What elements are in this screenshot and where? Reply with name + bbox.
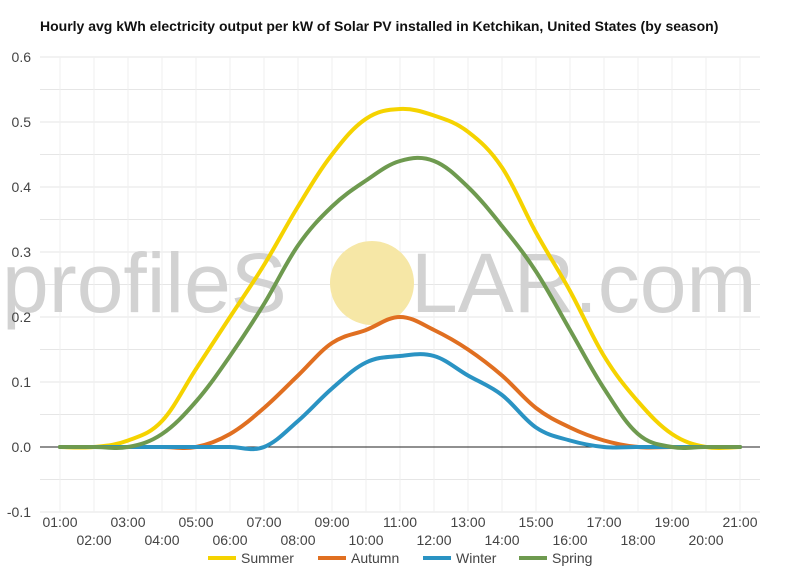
y-tick-label: 0.2	[12, 309, 32, 325]
x-tick-label: 19:00	[654, 514, 689, 530]
x-tick-label: 07:00	[246, 514, 281, 530]
y-tick-label: 0.5	[12, 114, 32, 130]
y-tick-label: 0.4	[12, 179, 32, 195]
legend-label: Winter	[456, 550, 497, 566]
x-tick-label: 01:00	[42, 514, 77, 530]
series-lines	[58, 106, 742, 452]
x-tick-label: 03:00	[110, 514, 145, 530]
x-tick-label: 05:00	[178, 514, 213, 530]
y-tick-label: 0.1	[12, 374, 32, 390]
legend-label: Summer	[241, 550, 294, 566]
y-tick-label: 0.0	[12, 439, 32, 455]
x-tick-label: 14:00	[484, 532, 519, 548]
y-tick-label: 0.3	[12, 244, 32, 260]
x-tick-label: 02:00	[76, 532, 111, 548]
y-tick-label: 0.6	[12, 49, 32, 65]
sun-icon	[330, 241, 414, 325]
x-tick-label: 08:00	[280, 532, 315, 548]
legend-label: Autumn	[351, 550, 399, 566]
x-tick-label: 09:00	[314, 514, 349, 530]
x-axis-tick-labels: 01:00 02:00 03:00 04:00 05:00 06:00 07:00 08:00…	[42, 514, 757, 548]
watermark-text-left: profileS	[2, 236, 287, 330]
x-tick-label: 10:00	[348, 532, 383, 548]
y-axis-tick-labels: -0.1 0.0 0.1 0.2 0.3 0.4 0.5 0.6	[7, 49, 31, 520]
series-line-winter	[58, 352, 742, 452]
x-tick-label: 21:00	[722, 514, 757, 530]
legend-item-summer: Summer	[208, 550, 294, 566]
legend: Summer Autumn Winter Spring	[208, 550, 592, 566]
series-line-spring	[58, 155, 742, 451]
legend-item-winter: Winter	[423, 550, 497, 566]
x-tick-label: 06:00	[212, 532, 247, 548]
series-line-summer	[58, 106, 742, 451]
chart-title: Hourly avg kWh electricity output per kW…	[40, 18, 719, 34]
x-tick-label: 11:00	[383, 514, 417, 530]
x-tick-label: 16:00	[552, 532, 587, 548]
x-tick-label: 20:00	[688, 532, 723, 548]
x-tick-label: 15:00	[518, 514, 553, 530]
legend-item-autumn: Autumn	[318, 550, 399, 566]
x-tick-label: 13:00	[450, 514, 485, 530]
x-tick-label: 18:00	[620, 532, 655, 548]
x-tick-label: 12:00	[416, 532, 451, 548]
x-tick-label: 04:00	[144, 532, 179, 548]
y-tick-label: -0.1	[7, 504, 31, 520]
watermark-logo: profileS LAR.com	[2, 236, 756, 330]
legend-label: Spring	[552, 550, 592, 566]
legend-item-spring: Spring	[519, 550, 592, 566]
x-tick-label: 17:00	[586, 514, 621, 530]
